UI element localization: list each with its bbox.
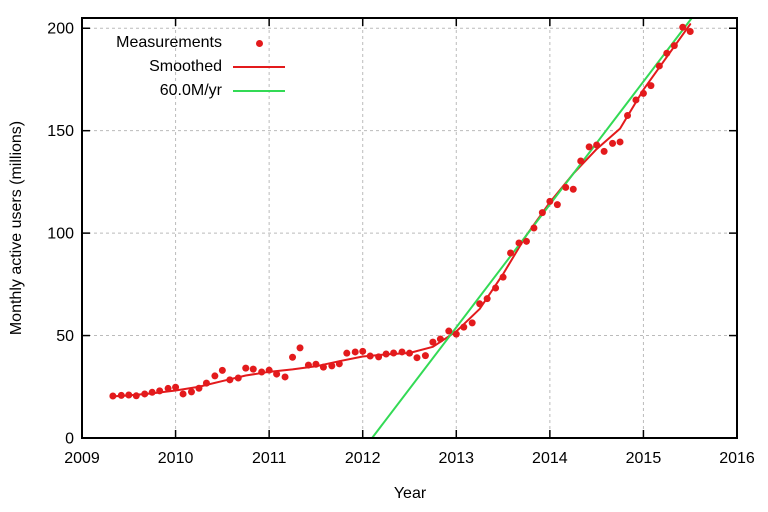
legend-label-rate: 60.0M/yr <box>159 82 222 99</box>
legend-item-smoothed: Smoothed <box>0 55 285 79</box>
legend-label-smoothed: Smoothed <box>149 58 222 75</box>
x-tick-label: 2011 <box>252 450 287 467</box>
red-line-icon <box>233 66 285 68</box>
y-axis-title: Monthly active users (millions) <box>8 120 25 336</box>
y-tick-label: 0 <box>65 431 74 448</box>
rate-line-swatch <box>233 79 285 103</box>
legend-item-rate: 60.0M/yr <box>0 79 285 103</box>
x-axis-title: Year <box>393 485 427 502</box>
y-tick-label: 200 <box>47 21 74 38</box>
legend-item-measurements: Measurements <box>0 31 285 55</box>
x-tick-label: 2016 <box>719 450 755 467</box>
red-dot-icon <box>255 39 263 47</box>
x-tick-label: 2013 <box>438 450 474 467</box>
legend: Measurements Smoothed 60.0M/yr <box>0 31 285 103</box>
x-tick-label: 2012 <box>345 450 381 467</box>
smoothed-line-swatch <box>233 55 285 79</box>
green-line-icon <box>233 90 285 92</box>
y-tick-label: 50 <box>56 328 74 345</box>
x-tick-label: 2015 <box>626 450 662 467</box>
y-tick-label: 150 <box>47 123 74 140</box>
y-tick-label: 100 <box>47 226 74 243</box>
measurements-dot-swatch <box>233 31 285 55</box>
x-tick-label: 2009 <box>64 450 100 467</box>
x-tick-label: 2014 <box>532 450 568 467</box>
x-tick-label: 2010 <box>158 450 194 467</box>
legend-label-measurements: Measurements <box>116 34 222 51</box>
